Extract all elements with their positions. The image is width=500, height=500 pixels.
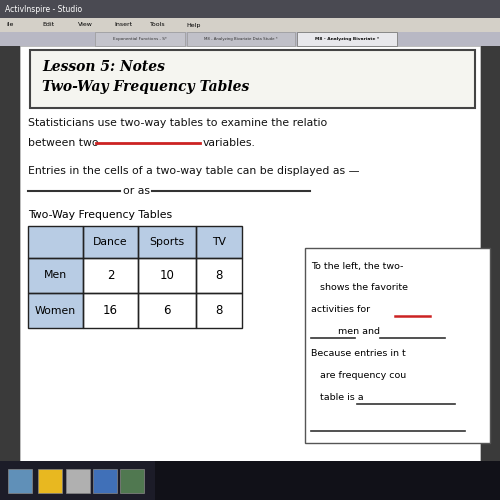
Text: M8 - Analyzing Bivariate Data Stude *: M8 - Analyzing Bivariate Data Stude * (204, 37, 278, 41)
Bar (0, 0, 500, 18)
Bar (297, 32, 397, 46)
Bar (155, 461, 500, 500)
Bar (8, 469, 32, 493)
Text: men and: men and (311, 328, 380, 336)
Bar (138, 226, 196, 258)
Text: 8: 8 (216, 304, 222, 317)
Text: 16: 16 (103, 304, 118, 317)
Text: between two: between two (28, 138, 98, 148)
Text: Insert: Insert (114, 22, 132, 28)
Text: Entries in the cells of a two-way table can be displayed as —: Entries in the cells of a two-way table … (28, 166, 359, 176)
Bar (83, 226, 138, 258)
Bar (28, 293, 83, 328)
Bar (28, 258, 83, 293)
Bar (95, 32, 185, 46)
Bar (28, 226, 83, 258)
Text: 6: 6 (163, 304, 171, 317)
Text: Lesson 5: Notes: Lesson 5: Notes (42, 60, 165, 74)
Text: Women: Women (35, 306, 76, 316)
Bar (120, 469, 144, 493)
Text: 10: 10 (160, 269, 174, 282)
Text: are frequency cou: are frequency cou (311, 372, 406, 380)
Bar (196, 258, 242, 293)
Bar (38, 469, 62, 493)
Bar (28, 226, 242, 258)
Text: Exponential Functions - S*: Exponential Functions - S* (113, 37, 167, 41)
Text: 2: 2 (107, 269, 114, 282)
Text: M8 - Analyzing Bivariate *: M8 - Analyzing Bivariate * (315, 37, 379, 41)
Bar (66, 469, 90, 493)
Text: Tools: Tools (150, 22, 166, 28)
Bar (196, 226, 242, 258)
Text: or as: or as (123, 186, 150, 196)
Text: ile: ile (6, 22, 14, 28)
Bar (30, 50, 475, 108)
Bar (305, 248, 490, 443)
Text: Sports: Sports (150, 237, 184, 247)
Bar (93, 469, 117, 493)
Bar (138, 258, 196, 293)
Bar (187, 32, 295, 46)
Text: 8: 8 (216, 269, 222, 282)
Text: ActivInspire - Studio: ActivInspire - Studio (5, 4, 82, 14)
Bar (0, 461, 500, 500)
Text: Two-Way Frequency Tables: Two-Way Frequency Tables (42, 80, 249, 94)
Text: Edit: Edit (42, 22, 54, 28)
Text: TV: TV (212, 237, 226, 247)
Text: table is a: table is a (311, 394, 364, 402)
Bar (28, 258, 83, 293)
Text: Men: Men (44, 270, 67, 280)
Text: Dance: Dance (93, 237, 128, 247)
Bar (0, 32, 500, 46)
Bar (20, 46, 480, 461)
Bar (83, 258, 138, 293)
Text: Two-Way Frequency Tables: Two-Way Frequency Tables (28, 210, 172, 220)
Bar (28, 293, 83, 328)
Text: shows the favorite: shows the favorite (311, 284, 408, 292)
Bar (83, 293, 138, 328)
Text: View: View (78, 22, 93, 28)
Text: To the left, the two-: To the left, the two- (311, 262, 404, 270)
Text: variables.: variables. (203, 138, 256, 148)
Bar (0, 18, 500, 32)
Text: Because entries in t: Because entries in t (311, 350, 406, 358)
Bar (196, 293, 242, 328)
Text: activities for: activities for (311, 306, 370, 314)
Text: Help: Help (186, 22, 200, 28)
Text: Statisticians use two-way tables to examine the relatio: Statisticians use two-way tables to exam… (28, 118, 327, 128)
Bar (138, 293, 196, 328)
